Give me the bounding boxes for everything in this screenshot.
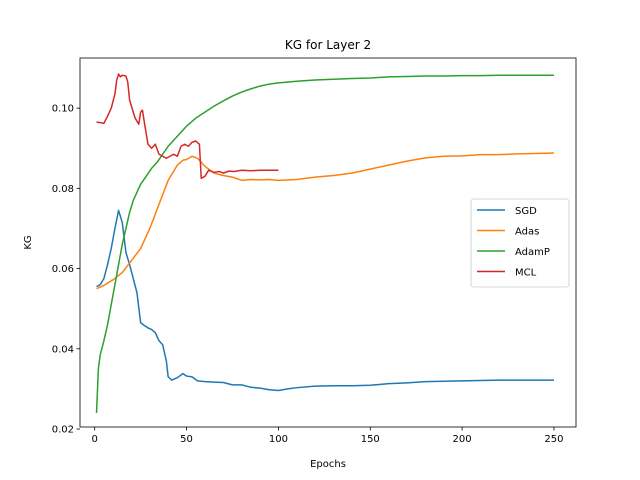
y-axis: 0.02 0.04 0.06 0.08 0.10 bbox=[52, 104, 80, 436]
y-axis-label: KG bbox=[23, 235, 34, 249]
legend-label-adamp: AdamP bbox=[515, 247, 550, 258]
legend-label-sgd: SGD bbox=[515, 206, 537, 217]
x-tick-label: 0 bbox=[92, 434, 98, 445]
x-tick-label: 200 bbox=[453, 434, 472, 445]
series-line-adamp bbox=[95, 74, 554, 413]
x-tick-label: 50 bbox=[180, 434, 193, 445]
x-axis: 0 50 100 150 200 250 bbox=[92, 427, 564, 445]
y-tick-label: 0.02 bbox=[52, 425, 74, 436]
x-tick-label: 150 bbox=[361, 434, 380, 445]
series-line-mcl bbox=[96, 73, 279, 180]
x-axis-label: Epochs bbox=[310, 459, 346, 470]
y-tick-label: 0.06 bbox=[52, 264, 74, 275]
y-tick-label: 0.08 bbox=[52, 184, 74, 195]
x-tick-label: 100 bbox=[269, 434, 288, 445]
y-tick-label: 0.04 bbox=[52, 344, 74, 355]
legend-label-adas: Adas bbox=[515, 227, 539, 238]
y-tick-label: 0.10 bbox=[52, 104, 74, 115]
series-line-adas bbox=[96, 152, 554, 290]
chart-title: KG for Layer 2 bbox=[285, 38, 371, 52]
legend-box bbox=[470, 198, 570, 288]
series-line-sgd bbox=[96, 209, 554, 392]
legend-label-mcl: MCL bbox=[515, 268, 537, 279]
plot-lines bbox=[95, 73, 554, 413]
plot-frame bbox=[79, 57, 577, 428]
x-tick-label: 250 bbox=[544, 434, 563, 445]
legend: SGD Adas AdamP MCL bbox=[470, 198, 570, 288]
